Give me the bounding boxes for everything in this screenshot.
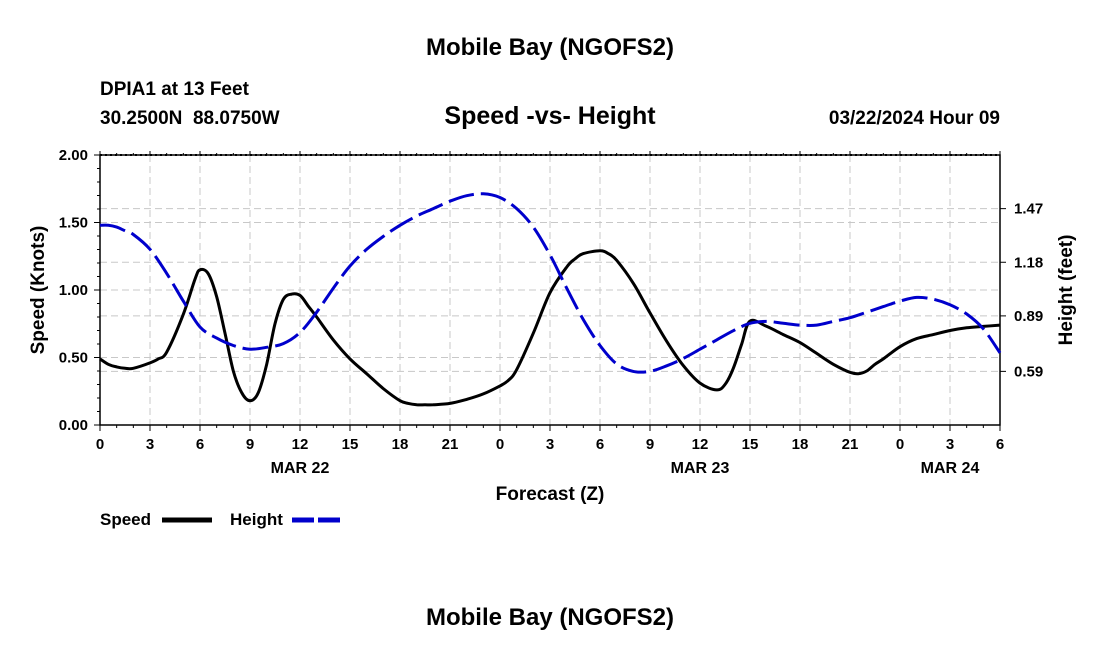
top-title: Mobile Bay (NGOFS2) (426, 34, 674, 61)
y-tick-label: 1.50 (59, 215, 88, 232)
y-tick-label: 2.00 (59, 147, 88, 164)
x-tick-label: 12 (292, 436, 309, 453)
series-line-speed (99, 249, 1001, 407)
date-label: MAR 23 (671, 460, 730, 477)
chart-title: Speed -vs- Height (444, 102, 656, 130)
x-tick-label: 6 (596, 436, 604, 453)
coordinates-label: 30.2500N 88.0750W (100, 108, 280, 129)
legend-height-label: Height (230, 510, 283, 529)
x-tick-label: 18 (792, 436, 809, 453)
x-tick-label: 0 (896, 436, 904, 453)
y2-tick-label: 1.18 (1014, 254, 1043, 271)
x-tick-label: 15 (342, 436, 359, 453)
tick-labels: 0 3 6 9 12 15 18 21 0 3 6 9 12 15 18 21 0 3 6 MAR 22 MAR 23 M… (59, 147, 1043, 477)
y2-tick-label: 1.47 (1014, 201, 1043, 218)
x-tick-label: 9 (646, 436, 654, 453)
x-tick-label: 21 (442, 436, 459, 453)
x-tick-label: 6 (196, 436, 204, 453)
y-axis-label: Speed (Knots) (28, 226, 49, 355)
y2-axis-label: Height (feet) (1056, 235, 1077, 346)
y2-tick-label: 0.89 (1014, 308, 1043, 325)
x-tick-label: 18 (392, 436, 409, 453)
y-tick-label: 1.00 (59, 282, 88, 299)
x-tick-label: 12 (692, 436, 709, 453)
axes (94, 151, 1006, 431)
x-axis-label: Forecast (Z) (496, 484, 605, 505)
x-tick-label: 0 (496, 436, 504, 453)
series-layer (99, 192, 1002, 407)
legend-speed-label: Speed (100, 510, 151, 529)
x-tick-label: 15 (742, 436, 759, 453)
date-label: MAR 24 (921, 460, 980, 477)
x-tick-label: 3 (146, 436, 154, 453)
legend: Speed Height (100, 510, 342, 529)
forecast-datetime: 03/22/2024 Hour 09 (829, 108, 1000, 129)
series-line-height (99, 192, 1002, 374)
x-tick-label: 0 (96, 436, 104, 453)
date-label: MAR 22 (271, 460, 330, 477)
station-label: DPIA1 at 13 Feet (100, 79, 250, 100)
x-tick-label: 9 (246, 436, 254, 453)
x-tick-label: 3 (946, 436, 954, 453)
x-tick-label: 3 (546, 436, 554, 453)
x-tick-label: 21 (842, 436, 859, 453)
y-tick-label: 0.00 (59, 417, 88, 434)
y2-tick-label: 0.59 (1014, 363, 1043, 380)
bottom-title: Mobile Bay (NGOFS2) (426, 604, 674, 631)
grid-lines (100, 155, 1000, 425)
y-tick-label: 0.50 (59, 350, 88, 367)
x-tick-label: 6 (996, 436, 1004, 453)
